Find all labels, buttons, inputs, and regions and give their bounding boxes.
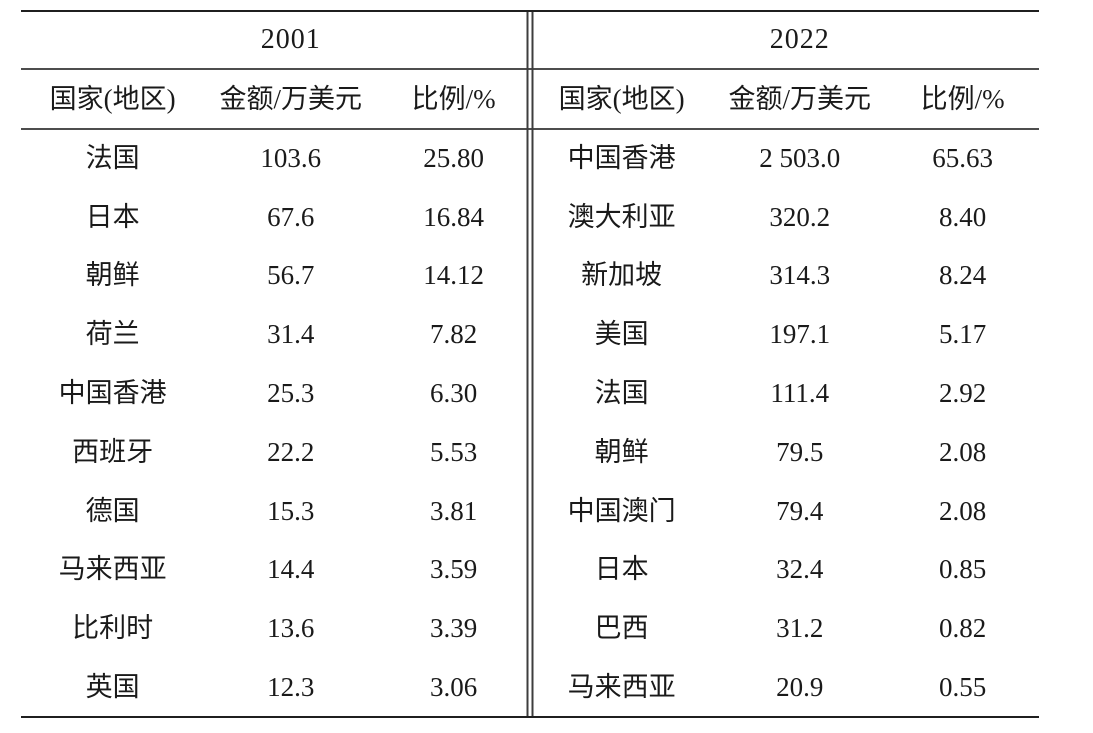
table-row: 德国 15.3 3.81 — [21, 481, 530, 540]
table-row: 中国香港 25.3 6.30 — [21, 363, 530, 422]
year-header-row: 2001 — [21, 12, 530, 68]
cell-ratio: 65.63 — [932, 142, 993, 173]
cell-amount: 111.4 — [770, 378, 830, 409]
cell-country: 日本 — [85, 201, 140, 232]
cell-country: 荷兰 — [85, 319, 140, 350]
cell-ratio: 5.53 — [430, 436, 478, 467]
cell-country: 马来西亚 — [58, 554, 167, 585]
cell-amount: 13.6 — [267, 613, 315, 644]
cell-country: 中国香港 — [567, 142, 676, 173]
cell-amount: 197.1 — [769, 319, 831, 350]
column-header-country: 国家(地区) — [558, 83, 685, 114]
cell-country: 法国 — [594, 378, 649, 409]
cell-ratio: 0.55 — [939, 672, 987, 703]
cell-ratio: 3.39 — [430, 613, 478, 644]
cell-amount: 25.3 — [267, 378, 315, 409]
cell-amount: 14.4 — [267, 554, 315, 585]
cell-ratio: 5.17 — [939, 319, 987, 350]
table-row: 日本 67.6 16.84 — [21, 187, 530, 246]
table-row: 法国 111.4 2.92 — [530, 363, 1039, 422]
cell-country: 法国 — [85, 142, 140, 173]
cell-amount: 79.5 — [776, 436, 824, 467]
vertical-double-divider — [526, 12, 534, 716]
cell-ratio: 0.82 — [939, 613, 987, 644]
table-row: 西班牙 22.2 5.53 — [21, 422, 530, 481]
cell-amount: 320.2 — [769, 201, 831, 232]
table-section-2022: 2022 国家(地区) 金额/万美元 比例/% 中国香港 2 503.0 65.… — [530, 12, 1039, 716]
cell-country: 澳大利亚 — [567, 201, 676, 232]
table-row: 比利时 13.6 3.39 — [21, 598, 530, 657]
table-row: 马来西亚 20.9 0.55 — [530, 657, 1039, 716]
cell-country: 马来西亚 — [567, 672, 676, 703]
cell-ratio: 2.92 — [939, 378, 987, 409]
table-row: 马来西亚 14.4 3.59 — [21, 540, 530, 599]
cell-country: 比利时 — [72, 613, 154, 644]
cell-country: 朝鲜 — [594, 436, 649, 467]
cell-ratio: 3.06 — [430, 672, 478, 703]
cell-country: 美国 — [594, 319, 649, 350]
cell-amount: 15.3 — [267, 495, 315, 526]
table-row: 日本 32.4 0.85 — [530, 540, 1039, 599]
cell-ratio: 2.08 — [939, 436, 987, 467]
cell-ratio: 3.81 — [430, 495, 478, 526]
cell-ratio: 8.24 — [939, 260, 987, 291]
cell-country: 中国澳门 — [567, 495, 676, 526]
cell-country: 日本 — [594, 554, 649, 585]
cell-ratio: 16.84 — [423, 201, 484, 232]
table-row: 中国澳门 79.4 2.08 — [530, 481, 1039, 540]
table-section-2001: 2001 国家(地区) 金额/万美元 比例/% 法国 103.6 25.80 日… — [21, 12, 530, 716]
table-row: 中国香港 2 503.0 65.63 — [530, 128, 1039, 187]
cell-country: 巴西 — [594, 613, 649, 644]
cell-amount: 103.6 — [260, 142, 322, 173]
cell-amount: 12.3 — [267, 672, 315, 703]
column-header-country: 国家(地区) — [49, 83, 176, 114]
column-header-row: 国家(地区) 金额/万美元 比例/% — [21, 68, 530, 128]
cell-amount: 67.6 — [267, 201, 315, 232]
cell-ratio: 0.85 — [939, 554, 987, 585]
cell-amount: 314.3 — [769, 260, 831, 291]
cell-ratio: 7.82 — [430, 319, 478, 350]
cell-country: 德国 — [85, 495, 140, 526]
column-header-row: 国家(地区) 金额/万美元 比例/% — [530, 68, 1039, 128]
cell-country: 英国 — [85, 672, 140, 703]
column-header-ratio: 比例/% — [411, 83, 496, 114]
cell-amount: 79.4 — [776, 495, 824, 526]
cell-ratio: 25.80 — [423, 142, 484, 173]
column-header-separator-line — [21, 128, 1039, 130]
cell-ratio: 14.12 — [423, 260, 484, 291]
column-header-amount: 金额/万美元 — [728, 83, 872, 114]
table-row: 朝鲜 79.5 2.08 — [530, 422, 1039, 481]
cell-ratio: 6.30 — [430, 378, 478, 409]
year-header-separator-line — [21, 68, 1039, 70]
table-row: 澳大利亚 320.2 8.40 — [530, 187, 1039, 246]
cell-amount: 22.2 — [267, 436, 315, 467]
cell-amount: 32.4 — [776, 554, 824, 585]
cell-amount: 31.2 — [776, 613, 824, 644]
cell-country: 西班牙 — [72, 436, 154, 467]
column-header-amount: 金额/万美元 — [219, 83, 363, 114]
table-row: 英国 12.3 3.06 — [21, 657, 530, 716]
column-header-ratio: 比例/% — [920, 83, 1005, 114]
year-label: 2022 — [769, 24, 830, 55]
year-header-row: 2022 — [530, 12, 1039, 68]
cell-amount: 2 503.0 — [759, 142, 841, 173]
cell-country: 新加坡 — [581, 260, 663, 291]
table-row: 荷兰 31.4 7.82 — [21, 304, 530, 363]
table-row: 美国 197.1 5.17 — [530, 304, 1039, 363]
two-panel-table: 2001 国家(地区) 金额/万美元 比例/% 法国 103.6 25.80 日… — [21, 10, 1039, 718]
year-label: 2001 — [260, 24, 321, 55]
cell-ratio: 2.08 — [939, 495, 987, 526]
table-row: 朝鲜 56.7 14.12 — [21, 246, 530, 305]
cell-ratio: 3.59 — [430, 554, 478, 585]
cell-ratio: 8.40 — [939, 201, 987, 232]
cell-amount: 56.7 — [267, 260, 315, 291]
table-row: 巴西 31.2 0.82 — [530, 598, 1039, 657]
cell-country: 中国香港 — [58, 378, 167, 409]
cell-amount: 20.9 — [776, 672, 824, 703]
table-row: 新加坡 314.3 8.24 — [530, 246, 1039, 305]
cell-amount: 31.4 — [267, 319, 315, 350]
table-row: 法国 103.6 25.80 — [21, 128, 530, 187]
cell-country: 朝鲜 — [85, 260, 140, 291]
